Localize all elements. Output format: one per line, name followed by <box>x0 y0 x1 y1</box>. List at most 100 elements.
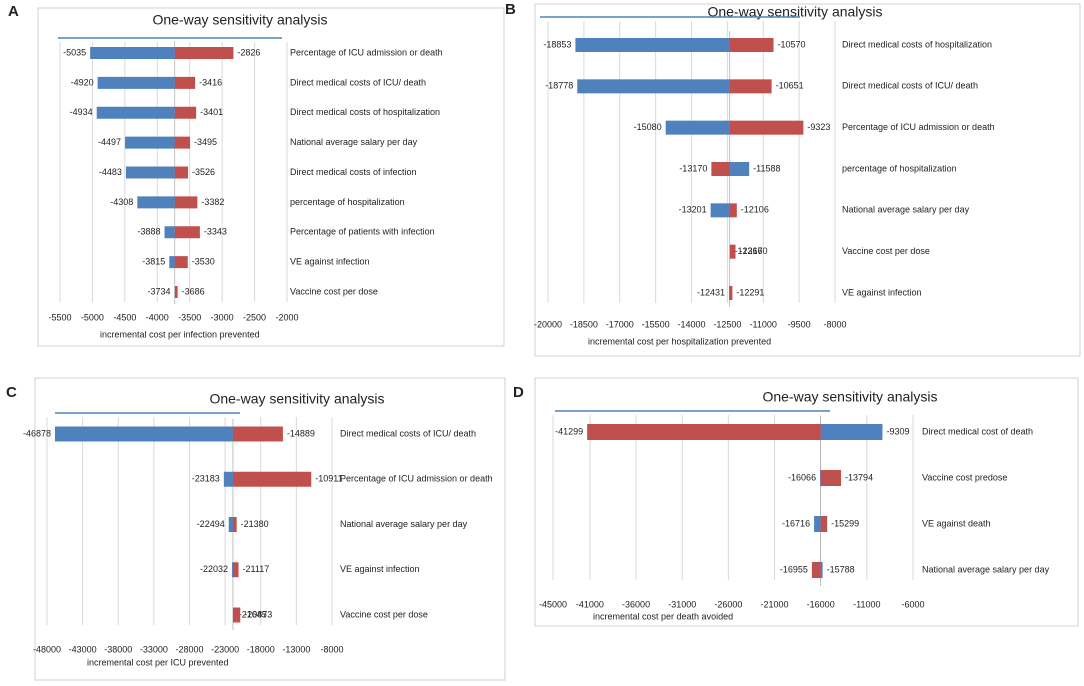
category-label: Direct medical costs of infection <box>290 167 417 177</box>
chart-title: One-way sensitivity analysis <box>762 389 937 405</box>
data-label: -3526 <box>192 167 215 177</box>
data-label: -5035 <box>63 47 86 57</box>
x-tick-label: -13000 <box>282 644 310 654</box>
category-label: National average salary per day <box>842 205 970 215</box>
panel-frame <box>37 7 505 347</box>
x-tick-label: -11000 <box>750 319 777 329</box>
data-label: -21645 <box>239 609 267 619</box>
bar <box>169 256 175 269</box>
data-label: -12291 <box>736 287 764 297</box>
bar <box>174 256 188 269</box>
x-tick-label: -31000 <box>668 599 696 609</box>
data-label: -3686 <box>182 286 205 296</box>
data-label: -13170 <box>679 163 707 173</box>
category-label: National average salary per day <box>340 519 468 529</box>
x-tick-label: -4500 <box>113 312 136 322</box>
bar <box>820 470 842 486</box>
data-label: -9309 <box>886 426 909 436</box>
panel-frame <box>534 377 1079 627</box>
panel-letter: B <box>505 1 516 18</box>
bar <box>820 562 823 578</box>
category-label: Direct medical cost of death <box>922 426 1033 436</box>
x-tick-label: -9500 <box>788 319 811 329</box>
data-label: -18778 <box>545 81 573 91</box>
chart-title: One-way sensitivity analysis <box>152 12 327 28</box>
data-label: -3343 <box>204 227 227 237</box>
bar <box>174 136 191 149</box>
bar <box>174 196 198 209</box>
data-label: -16716 <box>782 518 810 528</box>
data-label: -4308 <box>110 197 133 207</box>
bar <box>710 203 730 218</box>
bar <box>729 79 772 94</box>
bar <box>96 106 175 119</box>
data-label: -12160 <box>740 246 768 256</box>
category-label: VE against death <box>922 518 991 528</box>
x-tick-label: -3000 <box>211 312 234 322</box>
panel-frame <box>534 3 1081 357</box>
x-tick-label: -14000 <box>677 319 705 329</box>
data-label: -3530 <box>192 257 215 267</box>
data-label: -21380 <box>241 519 269 529</box>
bar <box>174 47 234 59</box>
bar <box>820 516 828 532</box>
x-tick-label: -2000 <box>275 312 298 322</box>
x-tick-label: -11000 <box>853 599 880 609</box>
panel-letter: D <box>513 384 524 401</box>
category-label: percentage of hospitalization <box>842 163 957 173</box>
data-label: -22032 <box>200 564 228 574</box>
category-label: Direct medical costs of ICU/ death <box>290 77 426 87</box>
x-tick-label: -36000 <box>622 599 650 609</box>
category-label: Direct medical costs of hospitalization <box>290 107 440 117</box>
bar <box>232 471 312 487</box>
bar <box>575 38 730 52</box>
data-label: -10911 <box>315 474 342 484</box>
category-label: Vaccine cost per dose <box>340 609 428 619</box>
x-tick-label: -4000 <box>146 312 169 322</box>
bar <box>232 562 239 578</box>
x-tick-label: -15500 <box>642 319 670 329</box>
bar <box>223 471 233 487</box>
category-label: VE against infection <box>842 287 922 297</box>
x-tick-label: -38000 <box>104 644 132 654</box>
data-label: -4920 <box>71 77 94 87</box>
bar <box>137 196 175 209</box>
category-label: Percentage of ICU admission or death <box>340 474 493 484</box>
data-label: -12367 <box>735 246 763 256</box>
data-label: -41299 <box>555 426 583 436</box>
bar <box>125 136 175 149</box>
bar <box>729 38 774 52</box>
x-tick-label: -18000 <box>247 644 275 654</box>
x-axis-label: incremental cost per infection prevented <box>100 329 260 339</box>
data-label: -3815 <box>142 257 165 267</box>
x-tick-label: -33000 <box>140 644 168 654</box>
category-label: Direct medical costs of hospitalization <box>842 39 992 49</box>
category-label: VE against infection <box>340 564 420 574</box>
bar <box>54 426 233 442</box>
x-tick-label: -6000 <box>901 599 924 609</box>
category-label: VE against infection <box>290 257 370 267</box>
category-label: Direct medical costs of ICU/ death <box>842 81 978 91</box>
data-label: -46878 <box>23 428 51 438</box>
x-tick-label: -48000 <box>33 644 61 654</box>
data-label: -3734 <box>148 286 171 296</box>
bar <box>587 424 821 440</box>
category-label: Vaccine cost predose <box>922 472 1007 482</box>
bar <box>164 226 175 239</box>
panel-frame <box>34 377 506 681</box>
data-label: -4934 <box>70 107 93 117</box>
data-label: -22494 <box>197 519 225 529</box>
x-tick-label: -28000 <box>175 644 203 654</box>
x-tick-label: -12500 <box>713 319 741 329</box>
bar <box>820 424 883 440</box>
data-label: -13201 <box>679 205 707 215</box>
x-tick-label: -3500 <box>178 312 201 322</box>
bar <box>125 166 175 179</box>
bar <box>729 286 731 300</box>
category-label: Percentage of ICU admission or death <box>290 47 443 57</box>
x-tick-label: -17000 <box>606 319 634 329</box>
data-label: -15788 <box>827 564 855 574</box>
bar <box>232 517 237 532</box>
bar <box>90 47 175 59</box>
